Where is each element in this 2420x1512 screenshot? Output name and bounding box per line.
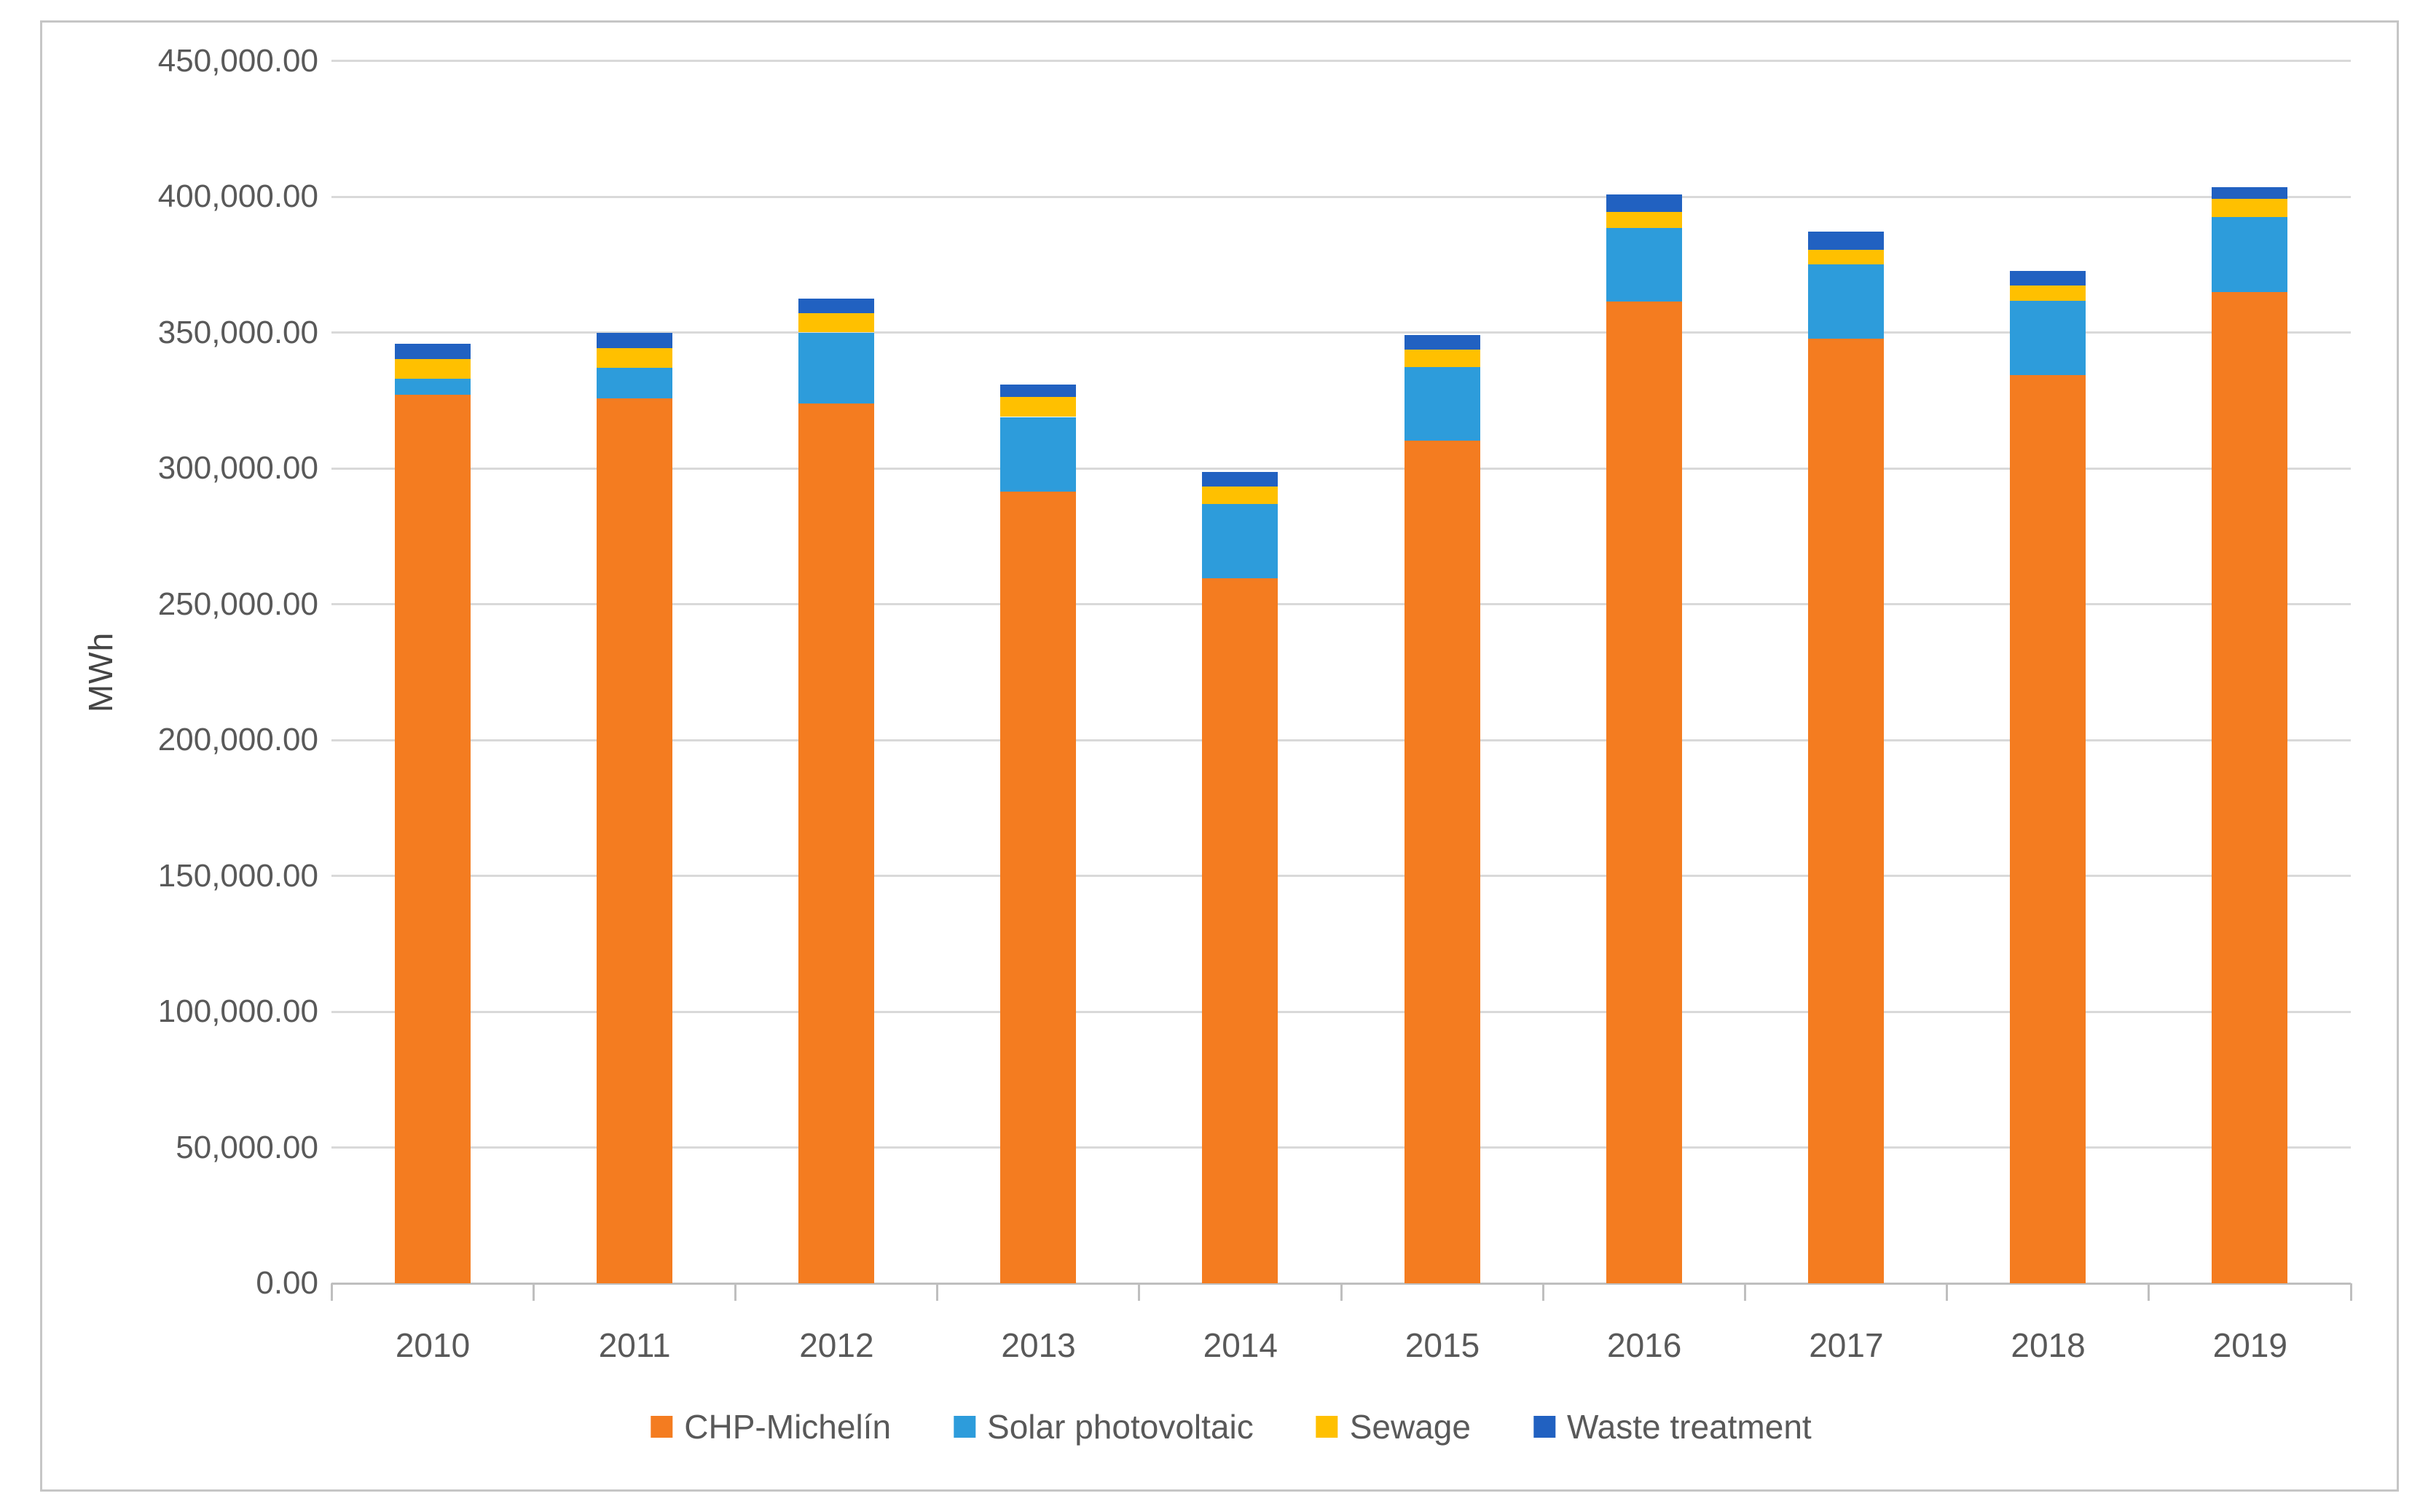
y-tick-label-350000: 350,000.00 [157, 314, 318, 350]
bar-2010-sewage [394, 359, 471, 379]
legend: CHP-Michelín Solar photovoltaic Sewage Wast… [651, 1407, 1812, 1446]
gridline-350000 [331, 331, 2351, 334]
y-tick-label-200000: 200,000.00 [157, 722, 318, 757]
x-tick-label-2011: 2011 [598, 1326, 671, 1364]
x-axis-tickmark [1743, 1283, 1746, 1301]
bar-2014-sewage [1202, 487, 1278, 505]
bar-2012-solar-photovoltaic [798, 332, 874, 404]
bar-2013-sewage [1000, 396, 1077, 417]
x-axis-tickmark [1946, 1283, 1949, 1301]
y-tick-label-400000: 400,000.00 [157, 178, 318, 214]
y-tick-label-50000: 50,000.00 [176, 1129, 318, 1165]
bar-2011-waste-treatment [596, 332, 672, 349]
bar-2012-chp-michelin [798, 403, 874, 1283]
bar-2019-solar-photovoltaic [2212, 217, 2288, 292]
bar-2016-sewage [1606, 212, 1682, 228]
legend-swatch-solar-photovoltaic [954, 1416, 976, 1438]
gridline-450000 [331, 60, 2351, 62]
x-tick-label-2019: 2019 [2212, 1326, 2287, 1364]
y-tick-label-300000: 300,000.00 [157, 450, 318, 486]
x-tick-label-2013: 2013 [1001, 1326, 1076, 1364]
x-tick-label-2014: 2014 [1203, 1326, 1278, 1364]
legend-item-sewage: Sewage [1316, 1407, 1471, 1446]
bar-2015-chp-michelin [1404, 440, 1480, 1283]
bar-2018-sewage [2010, 285, 2086, 301]
x-axis-tickmark [532, 1283, 535, 1301]
bar-2013-waste-treatment [1000, 385, 1077, 397]
bar-2016-chp-michelin [1606, 302, 1682, 1283]
legend-label-sewage: Sewage [1349, 1408, 1471, 1446]
gridline-300000 [331, 467, 2351, 470]
bar-2014-waste-treatment [1202, 472, 1278, 487]
x-axis-tickmark [1340, 1283, 1343, 1301]
y-tick-label-150000: 150,000.00 [157, 857, 318, 894]
x-tick-label-2010: 2010 [395, 1326, 471, 1364]
legend-label-waste-treatment: Waste treatment [1566, 1408, 1812, 1446]
bar-2015-waste-treatment [1404, 334, 1480, 350]
bar-2019-waste-treatment [2212, 186, 2288, 200]
bar-2014-chp-michelin [1202, 578, 1278, 1283]
gridline-250000 [331, 603, 2351, 605]
bar-2019-chp-michelin [2212, 291, 2288, 1283]
bar-2012-sewage [798, 313, 874, 333]
bar-2010-chp-michelin [394, 395, 471, 1283]
gridline-100000 [331, 1010, 2351, 1013]
x-axis-tickmark [936, 1283, 939, 1301]
legend-label-chp-michelin: CHP-Michelín [684, 1408, 892, 1446]
bar-2013-solar-photovoltaic [1000, 417, 1077, 492]
bar-2011-chp-michelin [596, 398, 672, 1283]
x-axis-tickmark [1138, 1283, 1141, 1301]
gridline-50000 [331, 1146, 2351, 1149]
bar-2016-solar-photovoltaic [1606, 227, 1682, 302]
x-axis-tickmark [1541, 1283, 1544, 1301]
x-tick-label-2015: 2015 [1405, 1326, 1480, 1364]
y-tick-label-450000: 450,000.00 [157, 42, 318, 79]
bar-2010-solar-photovoltaic [394, 378, 471, 395]
gridline-400000 [331, 195, 2351, 198]
bar-2014-solar-photovoltaic [1202, 504, 1278, 579]
legend-swatch-sewage [1316, 1416, 1338, 1438]
bar-2017-sewage [1808, 249, 1884, 265]
bar-2012-waste-treatment [798, 298, 874, 314]
bar-2017-solar-photovoltaic [1808, 264, 1884, 339]
bar-2016-waste-treatment [1606, 194, 1682, 213]
bar-2015-sewage [1404, 349, 1480, 368]
y-tick-label-0: 0.00 [256, 1265, 318, 1301]
bar-2011-sewage [596, 348, 672, 368]
x-tick-label-2012: 2012 [799, 1326, 874, 1364]
bar-2018-solar-photovoltaic [2010, 300, 2086, 376]
x-axis-tickmark [330, 1283, 333, 1301]
bar-2018-chp-michelin [2010, 375, 2086, 1283]
y-tick-label-100000: 100,000.00 [157, 993, 318, 1029]
bar-2013-chp-michelin [1000, 492, 1077, 1283]
bar-2015-solar-photovoltaic [1404, 367, 1480, 441]
y-tick-label-250000: 250,000.00 [157, 586, 318, 622]
legend-item-waste-treatment: Waste treatment [1533, 1407, 1812, 1446]
legend-item-solar-photovoltaic: Solar photovoltaic [954, 1407, 1254, 1446]
x-axis-tickmark [2349, 1283, 2352, 1301]
x-tick-label-2018: 2018 [2011, 1326, 2086, 1364]
x-tick-label-2017: 2017 [1809, 1326, 1884, 1364]
legend-item-chp-michelin: CHP-Michelín [651, 1407, 891, 1446]
bar-2018-waste-treatment [2010, 270, 2086, 286]
legend-label-solar-photovoltaic: Solar photovoltaic [987, 1408, 1254, 1446]
x-axis-tickmark [734, 1283, 736, 1301]
bar-2011-solar-photovoltaic [596, 367, 672, 398]
bar-2017-chp-michelin [1808, 339, 1884, 1283]
x-axis-tickmark [2148, 1283, 2150, 1301]
legend-swatch-waste-treatment [1533, 1416, 1555, 1438]
legend-swatch-chp-michelin [651, 1416, 673, 1438]
bar-2010-waste-treatment [394, 343, 471, 360]
gridline-200000 [331, 739, 2351, 741]
gridline-150000 [331, 875, 2351, 877]
bar-2017-waste-treatment [1808, 232, 1884, 250]
x-tick-label-2016: 2016 [1607, 1326, 1682, 1364]
bar-2019-sewage [2212, 199, 2288, 218]
